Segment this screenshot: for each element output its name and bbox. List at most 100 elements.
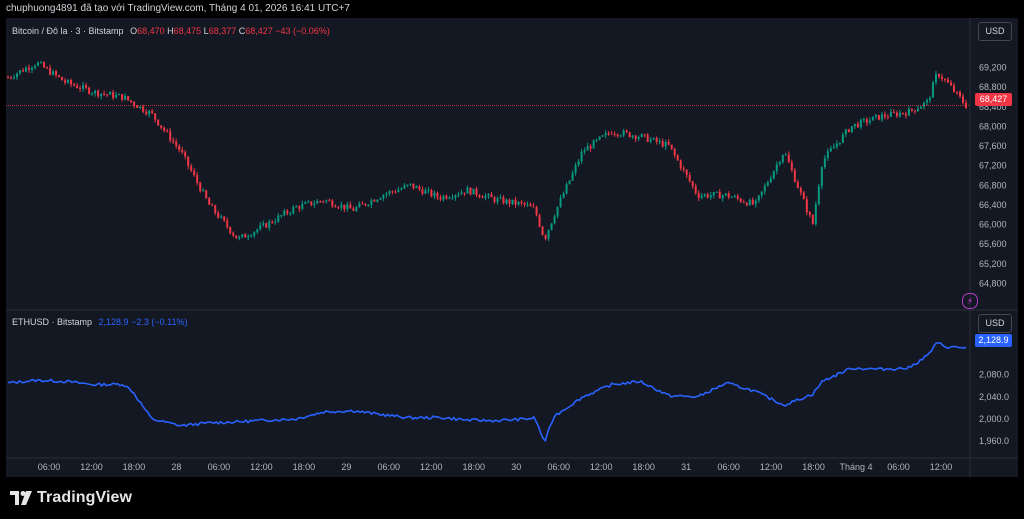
- btc-candle-body: [709, 195, 712, 198]
- btc-candle-body: [916, 108, 919, 112]
- btc-candle-body: [502, 197, 505, 204]
- btc-candle-body: [655, 137, 658, 142]
- btc-candle-body: [922, 102, 925, 107]
- btc-candle-body: [925, 100, 928, 103]
- btc-candle-body: [631, 135, 634, 138]
- btc-candle-body: [232, 232, 235, 236]
- btc-candle-body: [670, 144, 673, 149]
- btc-candle-body: [328, 200, 331, 202]
- btc-candle-body: [637, 136, 640, 139]
- btc-candle-body: [805, 199, 808, 213]
- btc-candle-body: [367, 204, 370, 206]
- btc-y-tick-label: 67,600: [979, 141, 1007, 151]
- btc-candle-body: [196, 175, 199, 183]
- btc-candle-body: [658, 141, 661, 143]
- btc-candle-body: [172, 140, 175, 142]
- btc-y-tick-label: 66,000: [979, 220, 1007, 230]
- chart-canvas[interactable]: 69,200 68,800 68,400 68,000 67,600 67,200 66,8…: [6, 18, 1018, 477]
- x-axis-tick-label: 12:00: [250, 462, 273, 472]
- btc-candle-body: [400, 188, 403, 190]
- btc-candle-body: [64, 80, 67, 83]
- btc-candle-body: [793, 170, 796, 182]
- btc-candle-body: [184, 152, 187, 157]
- btc-candle-body: [280, 215, 283, 217]
- btc-candle-body: [724, 193, 727, 196]
- eth-price-line: [7, 342, 967, 443]
- btc-candle-body: [583, 150, 586, 152]
- btc-candle-body: [82, 85, 85, 89]
- chart-snapshot-caption: chuphuong4891 đã tạo với TradingView.com…: [6, 3, 350, 14]
- btc-candle-body: [829, 148, 832, 152]
- btc-candle-body: [541, 226, 544, 236]
- btc-candle-body: [652, 137, 655, 140]
- btc-candle-body: [454, 195, 457, 198]
- btc-candle-body: [451, 197, 454, 199]
- btc-candle-body: [109, 92, 112, 95]
- btc-candle-body: [187, 156, 190, 166]
- btc-candle-body: [238, 236, 241, 239]
- tradingview-logo-text: TradingView: [37, 489, 133, 506]
- btc-candle-body: [112, 92, 115, 98]
- btc-candle-body: [775, 164, 778, 172]
- btc-candle-body: [469, 187, 472, 195]
- btc-candle-body: [352, 208, 355, 211]
- btc-candle-body: [640, 134, 643, 137]
- btc-candle-body: [106, 94, 109, 96]
- btc-candle-body: [493, 197, 496, 202]
- btc-candle-body: [814, 204, 817, 225]
- btc-candle-body: [532, 206, 535, 208]
- btc-candle-body: [241, 234, 244, 237]
- btc-candle-body: [199, 182, 202, 192]
- lightning-icon[interactable]: ⚡: [962, 293, 978, 309]
- eth-y-tick-label: 2,040.0: [979, 392, 1009, 402]
- btc-candle-body: [88, 87, 91, 94]
- x-axis-tick-label: 12:00: [590, 462, 613, 472]
- btc-candle-body: [373, 200, 376, 202]
- btc-candle-body: [334, 206, 337, 208]
- btc-currency-button[interactable]: USD: [978, 22, 1012, 41]
- btc-candle-body: [118, 94, 121, 96]
- btc-candle-body: [19, 70, 22, 74]
- btc-symbol-title[interactable]: Bitcoin / Đô la · 3 · Bitstamp: [12, 26, 124, 36]
- btc-candle-body: [121, 94, 124, 100]
- btc-candle-body: [358, 203, 361, 208]
- btc-candle-body: [505, 199, 508, 204]
- tradingview-logo[interactable]: TradingView: [10, 487, 132, 509]
- btc-candle-body: [838, 142, 841, 144]
- eth-y-tick-label: 2,000.0: [979, 414, 1009, 424]
- btc-candle-body: [229, 227, 232, 233]
- btc-candle-body: [7, 77, 9, 79]
- btc-close-label: C: [238, 26, 246, 36]
- btc-candle-body: [37, 62, 40, 66]
- btc-candle-body: [283, 210, 286, 216]
- eth-symbol-title[interactable]: ETHUSD · Bitstamp: [12, 317, 93, 327]
- btc-candle-body: [421, 189, 424, 194]
- btc-candle-body: [586, 146, 589, 151]
- eth-last-value: 2,128.9: [98, 317, 129, 327]
- btc-candle-body: [943, 78, 946, 80]
- btc-candle-body: [634, 135, 637, 139]
- x-axis-tick-label: 06:00: [547, 462, 570, 472]
- btc-candle-body: [610, 133, 613, 135]
- btc-candle-body: [739, 198, 742, 202]
- btc-candle-body: [445, 195, 448, 199]
- chart-frame[interactable]: 69,200 68,800 68,400 68,000 67,600 67,200 66,8…: [6, 18, 1018, 477]
- btc-candle-body: [154, 113, 157, 120]
- btc-candle-body: [535, 207, 538, 216]
- btc-candle-body: [79, 88, 82, 90]
- btc-candle-body: [760, 191, 763, 196]
- x-axis-tick-label: 06:00: [887, 462, 910, 472]
- btc-candle-body: [787, 154, 790, 163]
- btc-candle-body: [796, 181, 799, 189]
- eth-currency-button[interactable]: USD: [978, 314, 1012, 333]
- btc-candle-body: [343, 204, 346, 210]
- x-axis-tick-label: 12:00: [420, 462, 443, 472]
- btc-candle-body: [811, 214, 814, 225]
- btc-candle-body: [952, 85, 955, 92]
- btc-candle-body: [91, 93, 94, 95]
- btc-candle-body: [511, 199, 514, 204]
- btc-candle-body: [394, 191, 397, 193]
- btc-candle-body: [418, 186, 421, 190]
- btc-candle-body: [523, 202, 526, 205]
- btc-candle-body: [460, 192, 463, 195]
